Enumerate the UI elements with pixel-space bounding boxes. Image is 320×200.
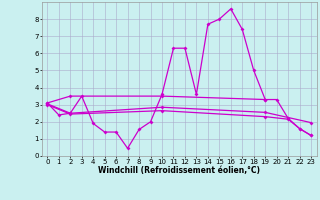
X-axis label: Windchill (Refroidissement éolien,°C): Windchill (Refroidissement éolien,°C) — [98, 166, 260, 175]
